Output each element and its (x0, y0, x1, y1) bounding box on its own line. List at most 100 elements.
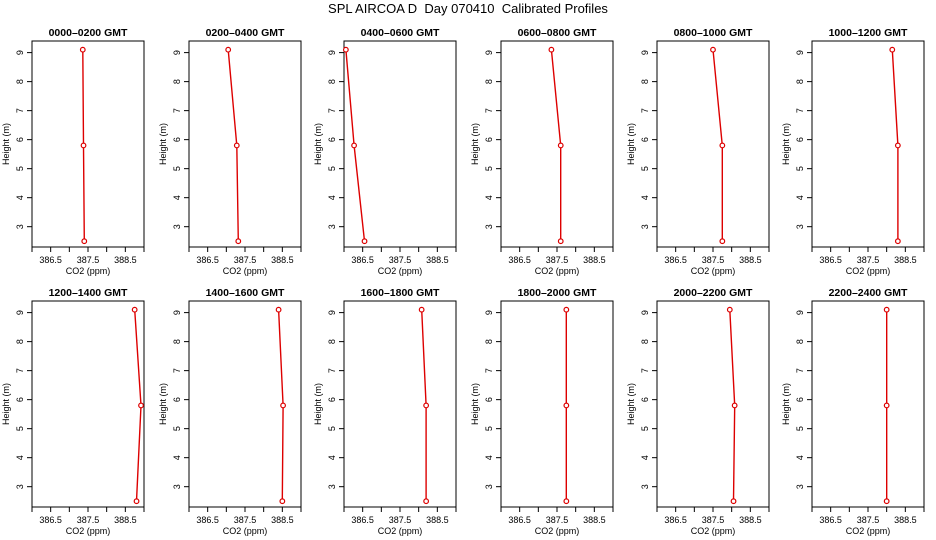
y-tick-label: 7 (795, 368, 805, 373)
y-axis-label: Height (m) (470, 123, 480, 165)
x-tick-label: 388.5 (271, 255, 294, 265)
y-tick-label: 9 (640, 310, 650, 315)
panel-title: 1400–1600 GMT (206, 287, 285, 299)
y-tick-label: 7 (327, 108, 337, 113)
y-tick-label: 8 (795, 79, 805, 84)
data-point (225, 46, 232, 53)
x-tick-label: 388.5 (894, 515, 917, 525)
y-tick-label: 3 (795, 484, 805, 489)
x-tick-label: 386.5 (351, 515, 374, 525)
panel-title: 0400–0600 GMT (361, 27, 440, 39)
y-tick-label: 5 (640, 426, 650, 431)
x-tick-label: 387.5 (546, 255, 569, 265)
panel-title: 0600–0800 GMT (518, 27, 597, 39)
x-axis-label: CO2 (ppm) (535, 266, 580, 276)
x-tick-label: 388.5 (739, 515, 762, 525)
panel-title: 2000–2200 GMT (674, 287, 753, 299)
panel-title: 0800–1000 GMT (674, 27, 753, 39)
y-axis-label: Height (m) (158, 123, 168, 165)
x-tick-label: 387.5 (702, 515, 725, 525)
data-point (423, 402, 430, 409)
y-axis-label: Height (m) (1, 123, 11, 165)
y-tick-label: 9 (327, 310, 337, 315)
x-axis-label: CO2 (ppm) (535, 526, 580, 536)
data-point (883, 306, 890, 313)
y-tick-label: 5 (484, 166, 494, 171)
data-point (889, 46, 896, 53)
x-tick-label: 388.5 (271, 515, 294, 525)
x-axis-label: CO2 (ppm) (378, 266, 423, 276)
data-point (548, 46, 555, 53)
data-point (563, 306, 570, 313)
x-axis-label: CO2 (ppm) (66, 526, 111, 536)
y-tick-label: 8 (640, 79, 650, 84)
y-tick-label: 3 (15, 484, 25, 489)
y-tick-label: 7 (15, 368, 25, 373)
x-axis-label: CO2 (ppm) (378, 526, 423, 536)
data-point (79, 46, 86, 53)
panel-8: 1600–1800 GMT 386.5 387.5 388.5 3 4 5 6 7 8 9 CO2 (… (313, 287, 457, 536)
y-tick-label: 8 (15, 79, 25, 84)
y-axis-label: Height (m) (626, 123, 636, 165)
plot-frame (343, 300, 457, 508)
y-tick-label: 9 (15, 310, 25, 315)
x-tick-label: 388.5 (739, 255, 762, 265)
y-tick-label: 6 (327, 397, 337, 402)
y-tick-label: 5 (172, 166, 182, 171)
panel-3: 0600–0800 GMT 386.5 387.5 388.5 3 4 5 6 7 8 9 CO2 (… (470, 27, 614, 276)
panel-11: 2200–2400 GMT 386.5 387.5 388.5 3 4 5 6 7 8 9 CO2 (… (781, 287, 925, 536)
x-tick-label: 386.5 (196, 515, 219, 525)
x-axis-label: CO2 (ppm) (846, 526, 891, 536)
y-tick-label: 4 (795, 455, 805, 460)
data-point (275, 306, 282, 313)
y-tick-label: 9 (484, 50, 494, 55)
y-tick-label: 4 (327, 455, 337, 460)
y-tick-label: 9 (484, 310, 494, 315)
y-axis-label: Height (m) (1, 383, 11, 425)
x-tick-label: 386.5 (351, 255, 374, 265)
y-tick-label: 8 (795, 339, 805, 344)
y-tick-label: 6 (640, 137, 650, 142)
x-tick-label: 386.5 (39, 515, 62, 525)
x-axis-label: CO2 (ppm) (846, 266, 891, 276)
plot-frame (500, 300, 614, 508)
y-tick-label: 6 (15, 137, 25, 142)
y-tick-label: 5 (640, 166, 650, 171)
x-tick-label: 388.5 (583, 515, 606, 525)
data-point (235, 238, 242, 245)
x-tick-label: 387.5 (546, 515, 569, 525)
x-tick-label: 388.5 (114, 515, 137, 525)
data-point (894, 238, 901, 245)
panel-title: 2200–2400 GMT (829, 287, 908, 299)
panel-title: 1200–1400 GMT (49, 287, 128, 299)
y-axis-label: Height (m) (781, 123, 791, 165)
data-point (233, 142, 240, 149)
y-tick-label: 3 (640, 484, 650, 489)
data-point (81, 238, 88, 245)
panel-title: 1800–2000 GMT (518, 287, 597, 299)
data-point (731, 402, 738, 409)
data-point (730, 498, 737, 505)
y-axis-label: Height (m) (158, 383, 168, 425)
y-tick-label: 5 (172, 426, 182, 431)
data-point (719, 238, 726, 245)
y-tick-label: 8 (172, 339, 182, 344)
y-tick-label: 5 (795, 426, 805, 431)
data-point (563, 402, 570, 409)
data-point (894, 142, 901, 149)
x-tick-label: 388.5 (426, 255, 449, 265)
panel-title: 1600–1800 GMT (361, 287, 440, 299)
y-tick-label: 9 (640, 50, 650, 55)
y-tick-label: 3 (327, 484, 337, 489)
panel-1: 0200–0400 GMT 386.5 387.5 388.5 3 4 5 6 7 8 9 CO2 (… (158, 27, 302, 276)
data-point (280, 402, 286, 409)
x-tick-label: 388.5 (426, 515, 449, 525)
y-tick-label: 7 (640, 368, 650, 373)
y-tick-label: 4 (484, 195, 494, 200)
y-tick-label: 7 (172, 108, 182, 113)
x-tick-label: 386.5 (664, 515, 687, 525)
plot-frame (188, 40, 302, 248)
panel-5: 1000–1200 GMT 386.5 387.5 388.5 3 4 5 6 7 8 9 CO2 (… (781, 27, 925, 276)
y-tick-label: 9 (327, 50, 337, 55)
